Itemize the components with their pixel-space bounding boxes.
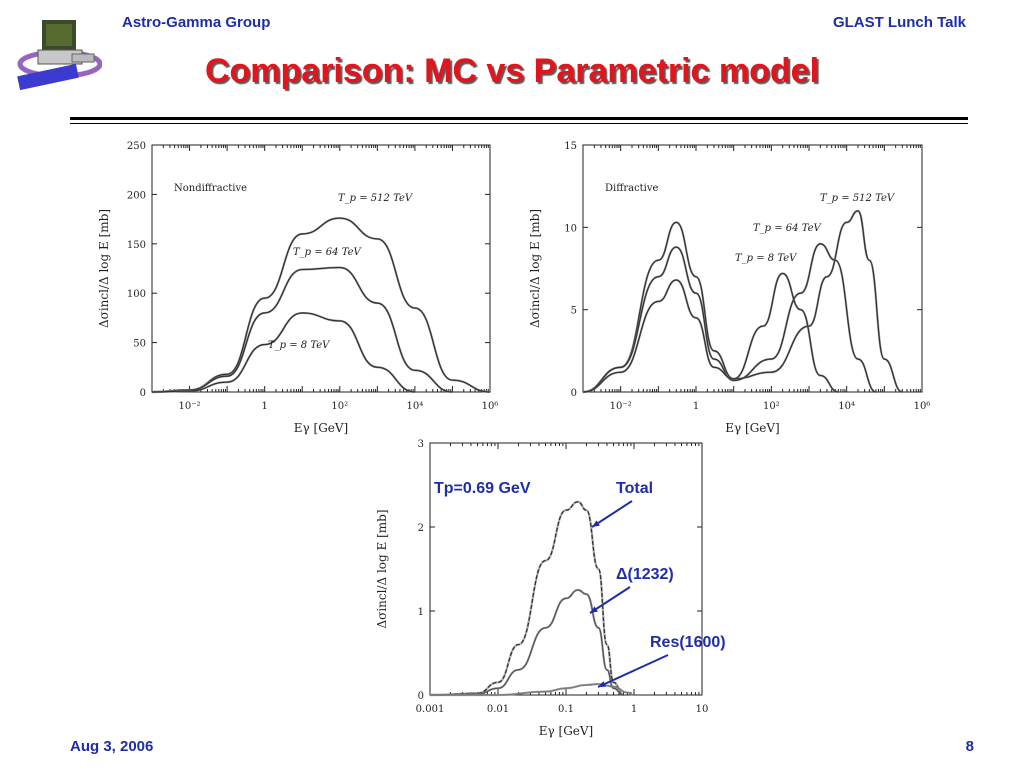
panel-label: Diffractive [605, 183, 659, 194]
slide-date: Aug 3, 2006 [70, 738, 154, 755]
series-label-t-p-64-tev: T_p = 64 TeV [293, 247, 363, 258]
annotation-arrow [591, 500, 633, 528]
y-tick-label: 2 [418, 523, 424, 534]
y-tick-label: 10 [564, 223, 577, 234]
x-axis-label: Eγ [GeV] [539, 724, 593, 738]
x-axis-label: Eγ [GeV] [725, 421, 779, 435]
x-tick-label: 10⁻² [610, 401, 632, 412]
x-tick-label: 10 [696, 704, 709, 715]
annotation-arrow [589, 586, 631, 614]
arrow-head [590, 606, 598, 613]
y-tick-label: 3 [418, 439, 424, 450]
mc-histogram-total [429, 500, 624, 697]
model-curve-t-p-512-tev [151, 217, 491, 393]
talk-name: GLAST Lunch Talk [832, 14, 966, 31]
y-tick-label: 15 [564, 141, 577, 152]
series-label-t-p-512-tev: T_p = 512 TeV [338, 193, 414, 204]
title-divider [70, 117, 968, 120]
x-tick-label: 10⁻² [179, 401, 201, 412]
y-axis-label: Δσincl/Δ log E [mb] [97, 209, 111, 328]
y-tick-label: 0 [418, 691, 424, 702]
y-axis-label: Δσincl/Δ log E [mb] [375, 509, 389, 628]
x-tick-label: 10⁴ [838, 401, 855, 412]
glast-satellite-logo [12, 12, 103, 92]
x-tick-label: 1 [261, 401, 267, 412]
y-tick-label: 5 [571, 306, 577, 317]
series-label-t-p-64-tev: T_p = 64 TeV [753, 223, 823, 234]
model-curve-t-p-8-tev [151, 312, 415, 393]
model-curve-total [429, 501, 624, 696]
y-tick-label: 50 [133, 339, 146, 350]
series-label-t-p-8-tev: T_p = 8 TeV [735, 253, 798, 264]
arrow-head [592, 520, 600, 527]
x-tick-label: 10⁴ [407, 401, 424, 412]
mc-histogram-t-p-8-tev [582, 272, 839, 394]
model-curve-t-p-512-tev [582, 210, 903, 393]
mc-histogram-1232 [429, 588, 624, 697]
y-tick-label: 100 [127, 289, 146, 300]
resonance-chart: 0 1 2 3 0.001 0.01 0.1 1 10 Eγ [GeV] Δσincl/Δ log … [375, 439, 726, 738]
arrow-head [598, 681, 606, 687]
x-tick-label: 0.1 [558, 704, 574, 715]
series-label-t-p-512-tev: T_p = 512 TeV [820, 193, 896, 204]
model-curve-t-p-64-tev [582, 243, 877, 393]
plot-frame [582, 144, 923, 393]
x-tick-label: 10⁶ [914, 401, 931, 412]
nondiffractive-chart: 0 50 100 150 200 250 10⁻² 1 10² 10⁴ 10⁶ Eγ [GeV] Δσi… [97, 141, 499, 435]
mc-histogram-t-p-512-tev [151, 217, 491, 394]
mc-histogram-t-p-8-tev [151, 311, 416, 394]
annotation-1232: Δ(1232) [616, 566, 674, 583]
y-tick-label: 1 [418, 607, 424, 618]
x-tick-label: 10⁶ [482, 401, 499, 412]
series-label-t-p-8-tev: T_p = 8 TeV [268, 340, 331, 351]
slide-title: Comparison: MC vs Parametric model [204, 52, 820, 90]
title-divider-thin [70, 123, 968, 124]
panel-label: Nondiffractive [174, 183, 247, 194]
x-tick-label: 0.001 [416, 704, 445, 715]
model-curve-t-p-64-tev [151, 266, 453, 393]
page-number: 8 [965, 738, 974, 755]
model-curve-res-1600 [430, 683, 635, 696]
x-tick-label: 1 [693, 401, 699, 412]
y-tick-label: 0 [571, 388, 577, 399]
y-axis-label: Δσincl/Δ log E [mb] [528, 209, 542, 328]
model-curve-1232 [429, 589, 624, 696]
annotation-arrow [597, 654, 669, 688]
annotation-total: Total [616, 480, 653, 497]
group-name: Astro-Gamma Group [122, 14, 271, 31]
plot-frame [151, 144, 491, 393]
x-tick-label: 10² [763, 401, 780, 412]
x-tick-label: 1 [631, 704, 637, 715]
y-tick-label: 0 [140, 388, 146, 399]
x-axis-label: Eγ [GeV] [294, 421, 348, 435]
y-tick-label: 200 [127, 190, 146, 201]
y-tick-label: 250 [127, 141, 146, 152]
x-tick-label: 10² [331, 401, 348, 412]
y-tick-label: 150 [127, 240, 146, 251]
diffractive-chart: 0 5 10 15 10⁻² 1 10² 10⁴ 10⁶ Eγ [GeV] Δσincl/Δ log… [528, 141, 931, 435]
annotation-res-1600: Res(1600) [650, 634, 726, 651]
mc-histogram-t-p-64-tev [151, 266, 453, 394]
model-curve-t-p-8-tev [582, 272, 839, 393]
annotation-tp-0-69-gev: Tp=0.69 GeV [434, 480, 531, 497]
x-tick-label: 0.01 [487, 704, 509, 715]
